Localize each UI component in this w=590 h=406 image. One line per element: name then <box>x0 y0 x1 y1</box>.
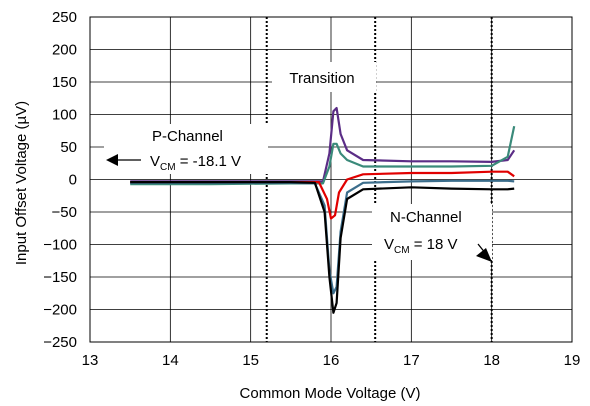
series-layer <box>130 106 516 314</box>
transition-label: Transition <box>289 70 354 87</box>
x-tick-labels: 13 14 15 16 17 18 19 <box>82 352 581 369</box>
n-channel-vcm: VCM = 18 V <box>384 236 458 256</box>
x-tick-label: 16 <box>323 352 340 369</box>
n-channel-label-bg <box>372 204 492 260</box>
y-tick-label: 100 <box>52 107 77 124</box>
p-channel-label: P-Channel <box>152 128 223 145</box>
transition-label-bg <box>272 62 376 92</box>
x-tick-label: 18 <box>483 352 500 369</box>
y-tick-label: −100 <box>43 237 77 254</box>
series-line <box>130 181 515 314</box>
y-tick-label: −150 <box>43 269 77 286</box>
y-axis-title: Input Offset Voltage (µV) <box>13 101 30 265</box>
y-tick-label: −250 <box>43 334 77 351</box>
p-channel-vcm: VCM = -18.1 V <box>150 153 241 173</box>
n-channel-label: N-Channel <box>390 209 462 226</box>
y-tick-label: 150 <box>52 74 77 91</box>
x-tick-label: 15 <box>242 352 259 369</box>
x-tick-label: 13 <box>82 352 99 369</box>
plot-frame <box>89 16 573 343</box>
y-tick-labels: 250 200 150 100 50 0 −50 −100 −150 −200 −250 <box>43 9 77 351</box>
y-tick-label: 200 <box>52 42 77 59</box>
left-arrow-icon <box>106 154 141 166</box>
x-tick-label: 17 <box>403 352 420 369</box>
p-channel-label-bg <box>104 124 268 174</box>
x-tick-label: 19 <box>564 352 581 369</box>
y-tick-label: 250 <box>52 9 77 26</box>
down-right-arrow-icon <box>476 243 492 262</box>
x-axis-title: Common Mode Voltage (V) <box>240 385 421 402</box>
y-tick-label: 50 <box>60 139 77 156</box>
y-tick-label: 0 <box>69 172 77 189</box>
y-tick-label: −200 <box>43 302 77 319</box>
y-tick-label: −50 <box>52 204 77 221</box>
x-tick-label: 14 <box>162 352 179 369</box>
